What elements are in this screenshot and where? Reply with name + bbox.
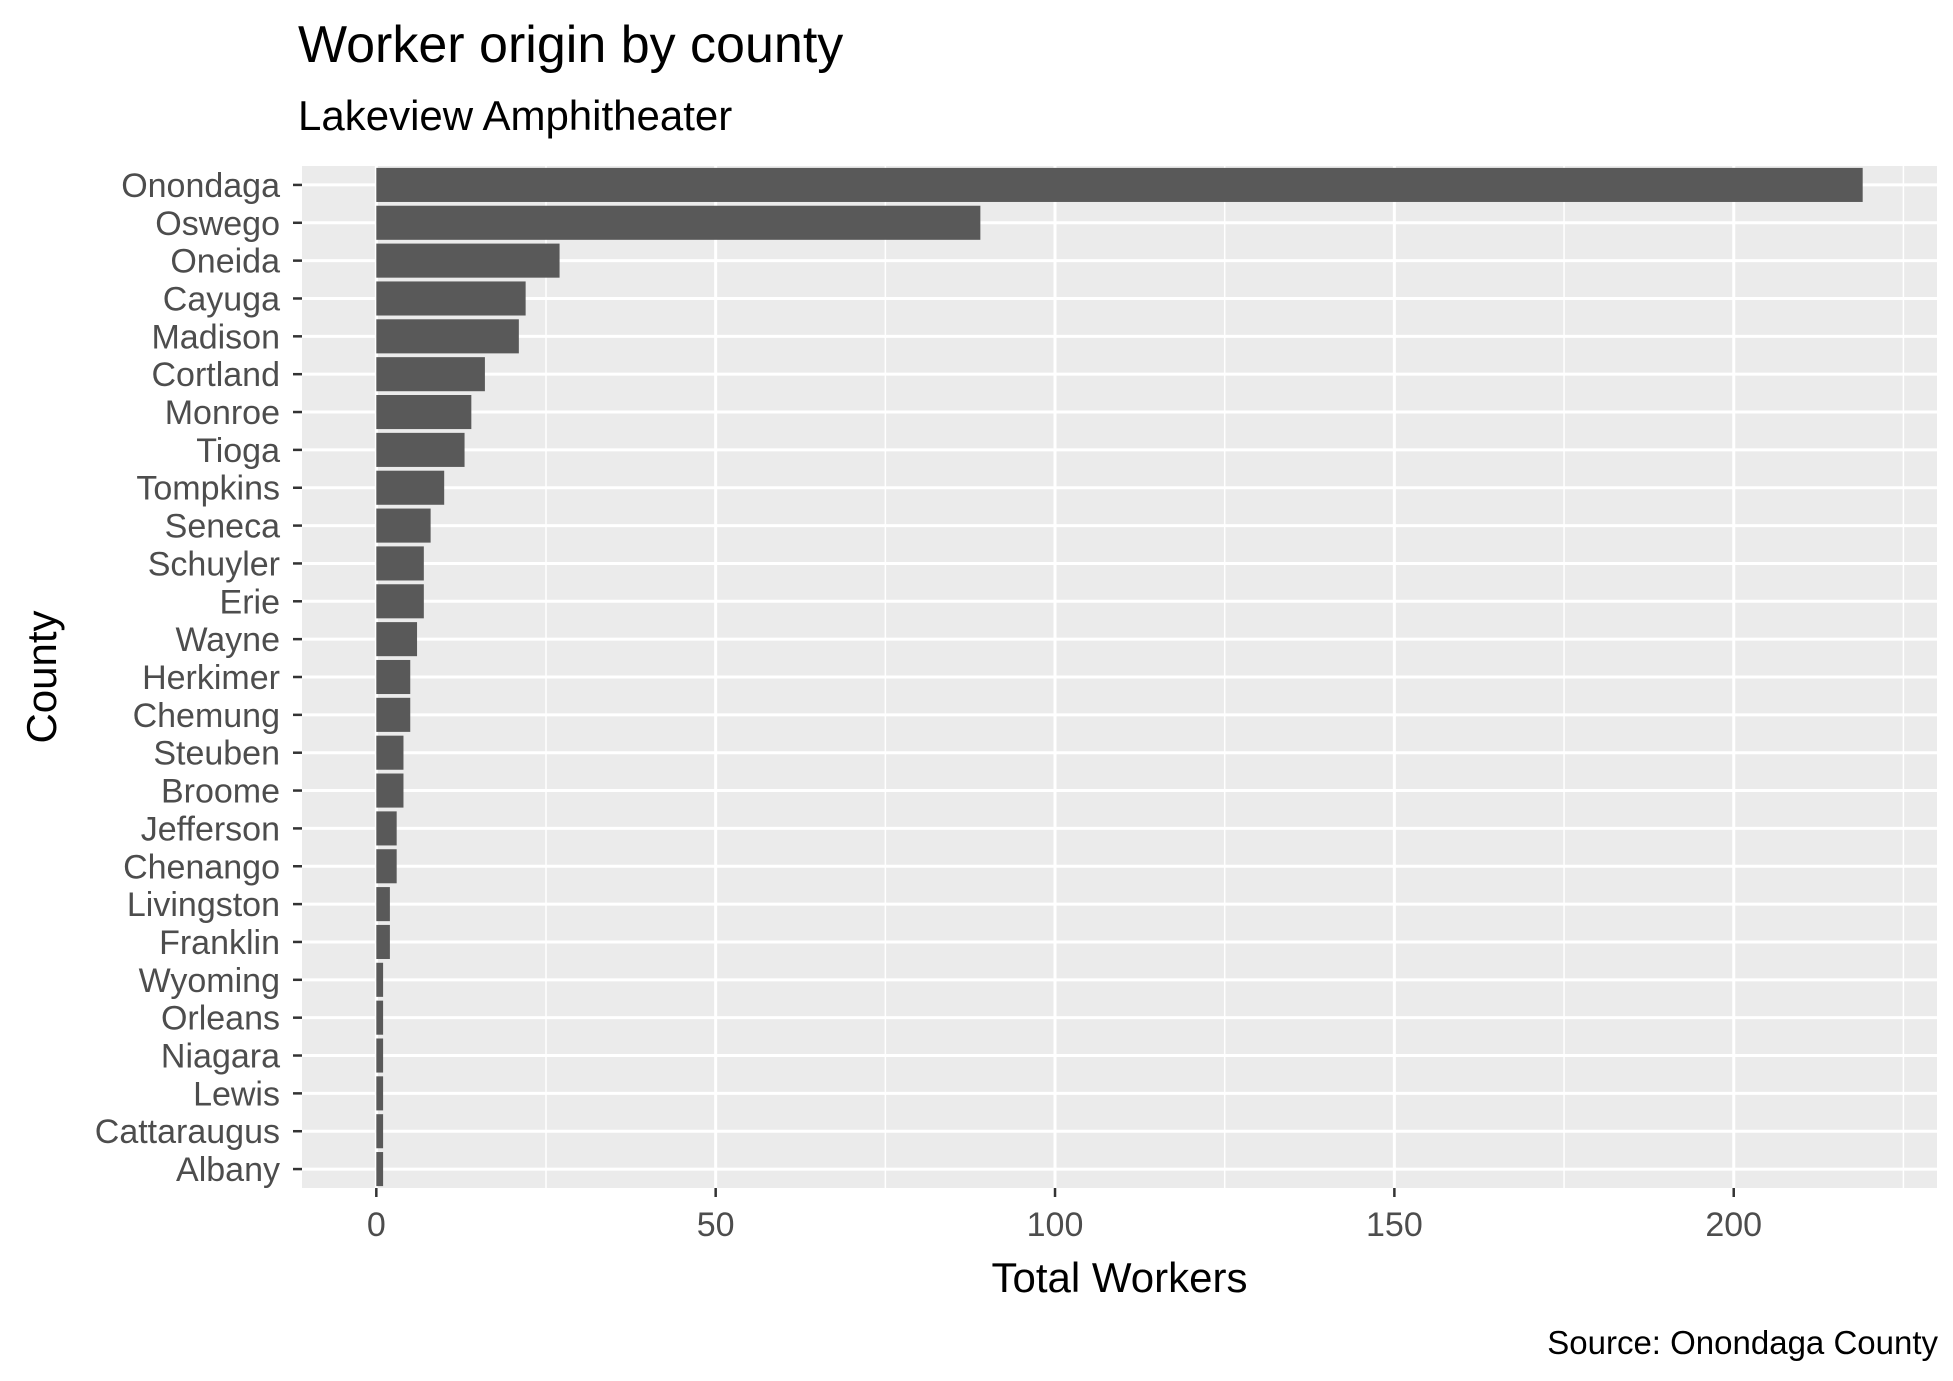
- x-axis: 0 50 100 150 200: [367, 1188, 1762, 1244]
- y-tick-label: Livingston: [127, 886, 280, 924]
- bar: [376, 470, 445, 505]
- bar: [376, 811, 397, 846]
- bar: [376, 357, 485, 392]
- y-tick-label: Lewis: [193, 1075, 280, 1113]
- y-tick-label: Onondaga: [121, 167, 280, 205]
- y-tick-label: Erie: [220, 583, 280, 621]
- bar: [376, 697, 411, 732]
- x-tick-label: 150: [1366, 1206, 1423, 1244]
- bar: [376, 1038, 384, 1073]
- bar: [376, 243, 560, 278]
- y-tick-label: Chenango: [123, 848, 280, 886]
- bar: [376, 1000, 384, 1035]
- bars: [376, 167, 1863, 1187]
- chart-caption: Source: Onondaga County: [1547, 1324, 1938, 1361]
- bar: [376, 508, 431, 543]
- y-tick-label: Monroe: [165, 394, 280, 432]
- y-tick-label: Wayne: [175, 621, 280, 659]
- y-tick-label: Herkimer: [142, 659, 280, 697]
- x-tick-label: 0: [367, 1206, 386, 1244]
- bar: [376, 887, 390, 922]
- bar: [376, 1152, 384, 1187]
- x-axis-title: Total Workers: [992, 1254, 1248, 1301]
- y-tick-label: Orleans: [161, 1000, 280, 1038]
- y-tick-label: Oswego: [155, 205, 280, 243]
- y-tick-label: Oneida: [170, 243, 280, 281]
- bar: [376, 281, 526, 316]
- y-tick-label: Tompkins: [136, 470, 280, 508]
- x-tick-label: 50: [697, 1206, 735, 1244]
- x-tick-label: 200: [1705, 1206, 1762, 1244]
- bar: [376, 167, 1863, 202]
- y-tick-label: Wyoming: [139, 962, 280, 1000]
- y-tick-label: Steuben: [153, 735, 280, 773]
- y-tick-label: Tioga: [196, 432, 280, 470]
- chart-title: Worker origin by county: [298, 16, 843, 74]
- chart-subtitle: Lakeview Amphitheater: [298, 92, 732, 139]
- bar: [376, 395, 472, 430]
- y-tick-label: Seneca: [165, 508, 280, 546]
- bar: [376, 1114, 384, 1149]
- bar: [376, 735, 404, 770]
- bar: [376, 584, 424, 619]
- y-tick-label: Chemung: [133, 697, 280, 735]
- y-tick-label: Jefferson: [141, 810, 280, 848]
- y-tick-label: Niagara: [161, 1038, 280, 1076]
- bar: [376, 205, 981, 240]
- y-tick-label: Albany: [176, 1151, 280, 1189]
- bar: [376, 432, 465, 467]
- y-tick-label: Broome: [161, 773, 280, 811]
- bar: [376, 773, 404, 808]
- y-tick-label: Franklin: [159, 924, 280, 962]
- y-tick-label: Cayuga: [163, 280, 280, 318]
- bar: [376, 849, 397, 884]
- y-tick-label: Cortland: [151, 356, 280, 394]
- bar: [376, 924, 390, 959]
- y-tick-label: Cattaraugus: [95, 1113, 280, 1151]
- bar: [376, 659, 411, 695]
- y-axis-title: County: [18, 610, 65, 743]
- bar: [376, 546, 424, 581]
- bar: [376, 962, 384, 997]
- y-axis: OnondagaOswegoOneidaCayugaMadisonCortlan…: [95, 167, 302, 1189]
- x-tick-label: 100: [1027, 1206, 1084, 1244]
- bar: [376, 622, 418, 657]
- y-tick-label: Madison: [151, 318, 280, 356]
- bar: [376, 319, 519, 354]
- bar: [376, 1076, 384, 1111]
- plot-area: [302, 166, 1937, 1188]
- y-tick-label: Schuyler: [148, 545, 280, 583]
